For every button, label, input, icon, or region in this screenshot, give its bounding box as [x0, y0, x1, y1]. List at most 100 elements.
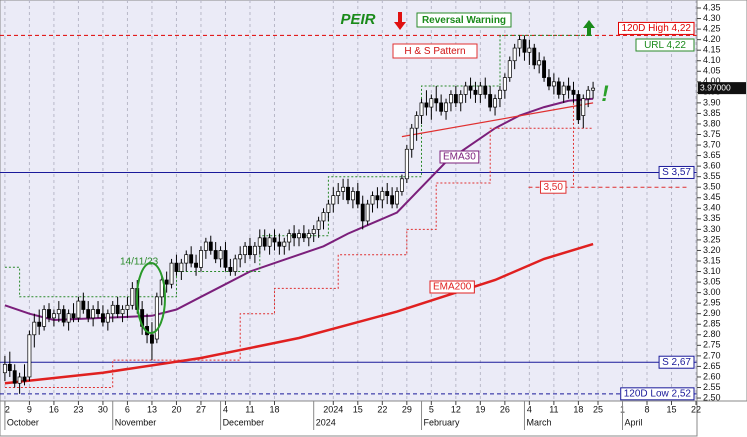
y-tick-label: 2.85 [703, 319, 721, 329]
candle-body [537, 60, 542, 66]
candle-body [556, 81, 561, 95]
x-tick-label: 30 [98, 404, 108, 414]
x-axis-area [0, 400, 698, 437]
candle-body [399, 178, 404, 192]
candle-body [444, 102, 448, 112]
y-tick-label: 4.10 [703, 55, 721, 65]
candle-body [547, 77, 551, 87]
candle-body [81, 300, 86, 310]
candle-body [7, 363, 12, 371]
candle-body [159, 279, 164, 298]
y-tick-label: 2.90 [703, 308, 721, 318]
candle-body [189, 254, 194, 264]
candle-body [120, 309, 125, 315]
candle-body [262, 237, 267, 247]
candle-body [502, 77, 507, 91]
candle-body [532, 47, 537, 66]
y-tick-label: 4.30 [703, 13, 721, 23]
x-tick-label: 2 [5, 404, 10, 414]
candle-body [292, 233, 297, 239]
candle-body [346, 186, 350, 201]
candle-body [228, 266, 233, 272]
candle-body [257, 237, 262, 247]
month-label: December [223, 417, 265, 427]
stop-label-box [539, 180, 567, 194]
candle-body [208, 241, 213, 251]
x-tick-label: 4 [527, 404, 532, 414]
candle-body [32, 321, 37, 336]
candle-body [370, 195, 375, 205]
candle-body [561, 85, 566, 95]
x-tick-label: 5 [429, 404, 434, 414]
candle-body [522, 39, 527, 53]
candle-body [321, 212, 326, 222]
x-tick-label: 26 [500, 404, 510, 414]
candle-body [551, 81, 556, 87]
candle-body [125, 304, 130, 310]
url-box [635, 38, 695, 52]
candle-body [56, 309, 61, 315]
y-tick-label: 4.05 [703, 66, 721, 76]
y-tick-label: 3.90 [703, 97, 721, 107]
candle-body [194, 262, 199, 268]
month-label: October [7, 417, 39, 427]
y-tick-label: 3.65 [703, 150, 721, 160]
y-tick-label: 2.70 [703, 350, 721, 360]
candle-body [233, 258, 238, 272]
last-price-label: 3.97000 [700, 82, 731, 92]
chart-title: PEIR [340, 11, 375, 28]
candle-body [385, 191, 390, 197]
candle-body [512, 47, 517, 62]
candle-body [243, 245, 248, 256]
candle-body [311, 229, 316, 234]
x-tick-label: 2024 [323, 404, 343, 414]
candle-body [110, 304, 115, 315]
candle-body [169, 262, 174, 285]
candle-body [395, 191, 399, 205]
candle-body [213, 250, 218, 260]
y-tick-label: 3.45 [703, 192, 721, 202]
x-tick-label: 20 [171, 404, 181, 414]
x-tick-label: 11 [245, 404, 254, 414]
y-tick-label: 3.35 [703, 213, 721, 223]
candle-body [586, 89, 591, 100]
candle-body [404, 148, 409, 180]
y-tick-label: 3.70 [703, 139, 721, 149]
indicator-line [4, 242, 594, 385]
candle-body [488, 94, 493, 108]
candle-body [105, 313, 110, 323]
candle-body [179, 262, 184, 272]
candle-body [154, 296, 159, 340]
candle-body [429, 98, 434, 108]
candle-body [27, 334, 32, 378]
candle-body [86, 309, 91, 319]
y-tick-label: 2.60 [703, 371, 721, 381]
date-note: 14/11/23 [120, 257, 159, 268]
y-tick-label: 3.20 [703, 245, 721, 255]
candle-body [203, 241, 208, 251]
month-label: March [526, 417, 551, 427]
candle-body [439, 102, 444, 112]
y-tick-label: 4.25 [703, 23, 721, 33]
y-tick-label: 2.80 [703, 329, 721, 339]
pattern-box [392, 43, 478, 59]
candle-body [507, 60, 512, 78]
x-tick-label: 6 [125, 404, 130, 414]
indicator-line [4, 127, 594, 388]
y-tick-label: 4.00 [703, 76, 721, 86]
y-axis-area [696, 0, 747, 402]
stop-label: 3,50 [543, 182, 563, 193]
y-tick-label: 4.35 [703, 2, 721, 12]
candle-body [218, 250, 223, 260]
x-tick-label: 22 [377, 404, 387, 414]
x-tick-label: 23 [73, 404, 83, 414]
x-tick-label: 27 [196, 404, 206, 414]
x-tick-label: 15 [353, 404, 363, 414]
signal-box [416, 12, 512, 28]
level-label-box [620, 387, 695, 401]
down-arrow [394, 12, 406, 30]
candle-body [350, 191, 355, 201]
candle-body [297, 233, 301, 239]
candle-body [96, 309, 100, 315]
y-tick-label: 3.30 [703, 224, 721, 234]
